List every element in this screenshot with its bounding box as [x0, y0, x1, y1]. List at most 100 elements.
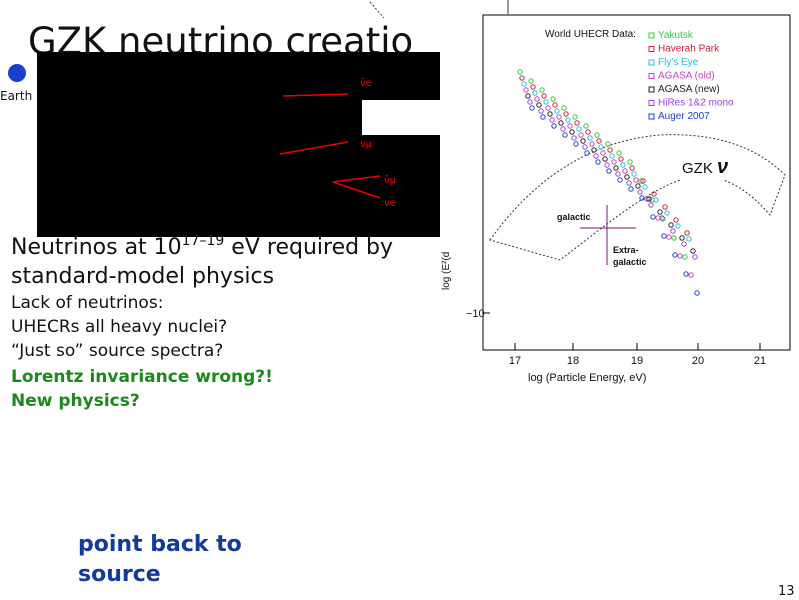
data-point — [607, 147, 613, 153]
data-point — [631, 171, 637, 177]
data-point — [633, 177, 639, 183]
legend-title: World UHECR Data: — [545, 29, 636, 40]
data-point — [534, 96, 540, 102]
legend-entry: Yakutsk — [658, 30, 694, 41]
data-point — [558, 120, 564, 126]
data-point — [628, 186, 634, 192]
data-point — [587, 135, 593, 141]
data-point — [611, 159, 617, 165]
data-point — [653, 197, 659, 203]
main-point: Neutrinos at 1017–19 eV required by — [11, 233, 393, 260]
legend-marker — [648, 73, 655, 79]
data-point — [567, 123, 573, 129]
data-point — [639, 195, 645, 201]
data-point — [622, 168, 628, 174]
data-point — [554, 108, 560, 114]
data-point — [585, 129, 591, 135]
legend-entry: AGASA (new) — [658, 84, 720, 95]
legend-entry: Haverah Park — [658, 44, 720, 55]
data-point — [517, 69, 523, 75]
data-point — [584, 150, 590, 156]
data-point — [664, 210, 670, 216]
data-point — [530, 84, 536, 90]
data-point — [551, 123, 557, 129]
data-point — [662, 204, 668, 210]
data-point — [644, 196, 650, 202]
superscript: 17–19 — [182, 233, 225, 249]
data-point — [635, 183, 641, 189]
x-tick-label: 20 — [692, 355, 704, 367]
data-point — [600, 150, 606, 156]
highlight-point: New physics? — [11, 391, 140, 411]
callout: source — [78, 562, 161, 587]
data-point — [660, 216, 666, 222]
data-point — [583, 123, 589, 129]
data-point — [684, 230, 690, 236]
data-point — [521, 81, 527, 87]
x-tick-label: 17 — [509, 355, 521, 367]
data-point — [528, 78, 534, 84]
legend-marker — [648, 100, 655, 106]
neutrino-label: νe — [384, 198, 396, 209]
data-point — [540, 114, 546, 120]
data-point — [529, 105, 535, 111]
data-point — [560, 126, 566, 132]
data-point — [692, 254, 698, 260]
data-point — [532, 90, 538, 96]
sub-point: Lack of neutrinos: — [11, 293, 163, 313]
data-point — [677, 253, 683, 259]
data-point — [659, 215, 665, 221]
neutrino-label: νμ — [360, 139, 373, 150]
data-point — [648, 202, 654, 208]
data-point — [688, 272, 694, 278]
data-point — [679, 235, 685, 241]
data-point — [591, 147, 597, 153]
text: eV required by — [224, 235, 393, 260]
data-point — [672, 252, 678, 258]
data-point — [673, 217, 679, 223]
data-point — [650, 214, 656, 220]
nu-symbol: ν — [717, 156, 728, 178]
x-axis-label: log (Particle Energy, eV) — [528, 372, 646, 384]
data-point — [562, 132, 568, 138]
data-point — [571, 135, 577, 141]
data-point — [615, 171, 621, 177]
data-point — [606, 168, 612, 174]
extragalactic-label: Extra- — [613, 245, 639, 255]
neutrino-label: ν̄e — [360, 78, 372, 89]
data-point — [620, 162, 626, 168]
data-point — [538, 108, 544, 114]
callout: point back to — [78, 532, 242, 557]
legend-entry: HiRes 1&2 mono — [658, 98, 734, 109]
data-point — [525, 93, 531, 99]
data-point — [594, 132, 600, 138]
y-axis-label: log (E²(d — [441, 252, 452, 290]
data-point — [549, 117, 555, 123]
data-point — [626, 180, 632, 186]
data-point — [671, 235, 677, 241]
data-point — [576, 126, 582, 132]
data-point — [668, 222, 674, 228]
data-point — [519, 75, 525, 81]
data-point — [627, 159, 633, 165]
data-point — [572, 114, 578, 120]
data-point — [543, 99, 549, 105]
data-point — [539, 87, 545, 93]
data-point — [609, 153, 615, 159]
data-point — [666, 234, 672, 240]
data-point — [573, 141, 579, 147]
legend-marker — [648, 32, 655, 39]
data-point — [582, 144, 588, 150]
data-point — [638, 178, 644, 184]
data-point — [624, 174, 630, 180]
data-point — [616, 150, 622, 156]
text: Neutrinos at 10 — [11, 235, 182, 260]
sub-point: “Just so” source spectra? — [11, 341, 223, 361]
legend-marker — [648, 46, 655, 52]
diagram-box — [37, 52, 483, 237]
data-point — [574, 120, 580, 126]
data-point — [690, 248, 696, 254]
legend-marker — [648, 86, 655, 93]
data-point — [545, 105, 551, 111]
data-point — [596, 138, 602, 144]
